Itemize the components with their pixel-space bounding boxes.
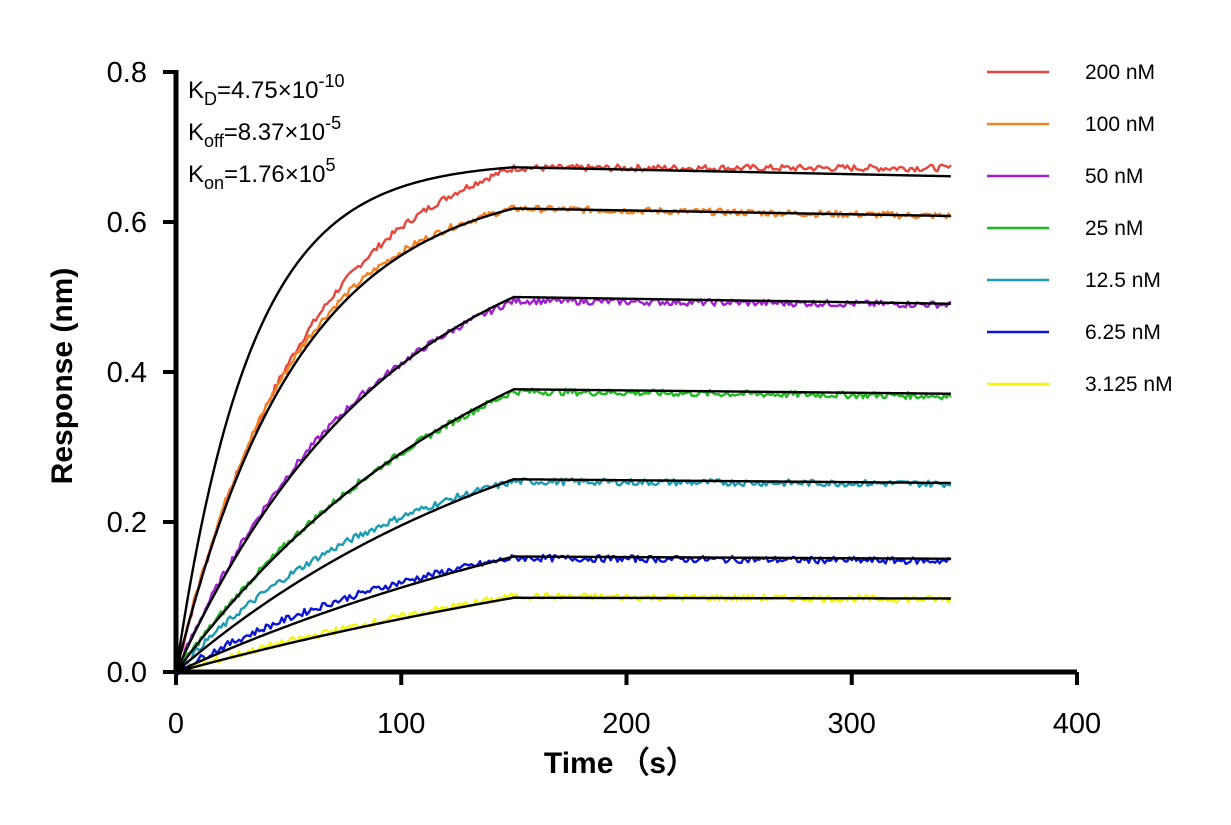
y-tick-label: 0.2 <box>107 507 147 539</box>
fit-line <box>175 596 951 674</box>
y-tick-label: 0.0 <box>107 657 147 689</box>
series-line <box>175 387 952 673</box>
legend-label: 6.25 nM <box>1085 321 1161 344</box>
legend-label: 25 nM <box>1085 217 1143 240</box>
kinetics-constant: Koff=8.37×10-5 <box>188 113 341 151</box>
ticks: 0 100 200 300 400 0.0 0.2 0.4 0.6 0.8 <box>107 57 1102 740</box>
fit-line <box>175 478 951 673</box>
fit-line <box>174 166 951 673</box>
series-line <box>174 296 952 673</box>
fit-line <box>175 555 951 674</box>
y-tick-label: 0.4 <box>107 357 147 389</box>
x-tick-label: 400 <box>1053 708 1101 740</box>
x-tick-label: 200 <box>602 708 650 740</box>
legend-label: 3.125 nM <box>1085 373 1173 396</box>
legend-label: 200 nM <box>1085 61 1155 84</box>
fit-line <box>174 295 951 673</box>
y-tick-label: 0.6 <box>107 207 147 239</box>
legend: 200 nM 100 nM 50 nM 25 nM 12.5 nM 6.25 nM 3.12… <box>987 61 1173 396</box>
x-tick-label: 300 <box>828 708 876 740</box>
kinetics-annotation: KD=4.75×10-10 Koff=8.37×10-5 Kon=1.76×105 <box>188 71 344 193</box>
x-tick-label: 0 <box>168 708 184 740</box>
legend-label: 100 nM <box>1085 113 1155 136</box>
fit-line <box>175 388 951 673</box>
legend-label: 12.5 nM <box>1085 269 1161 292</box>
x-tick-label: 100 <box>377 708 425 740</box>
kinetics-constant: KD=4.75×10-10 <box>188 71 344 109</box>
legend-label: 50 nM <box>1085 165 1143 188</box>
fit-line <box>174 207 951 673</box>
series-line <box>174 477 951 673</box>
series-line <box>175 592 952 674</box>
y-tick-label: 0.8 <box>107 57 147 89</box>
x-axis-title: Time （s） <box>544 746 696 780</box>
kinetics-constant: Kon=1.76×105 <box>188 155 336 193</box>
plot-area <box>174 163 952 676</box>
y-axis-title: Response (nm) <box>46 268 79 485</box>
